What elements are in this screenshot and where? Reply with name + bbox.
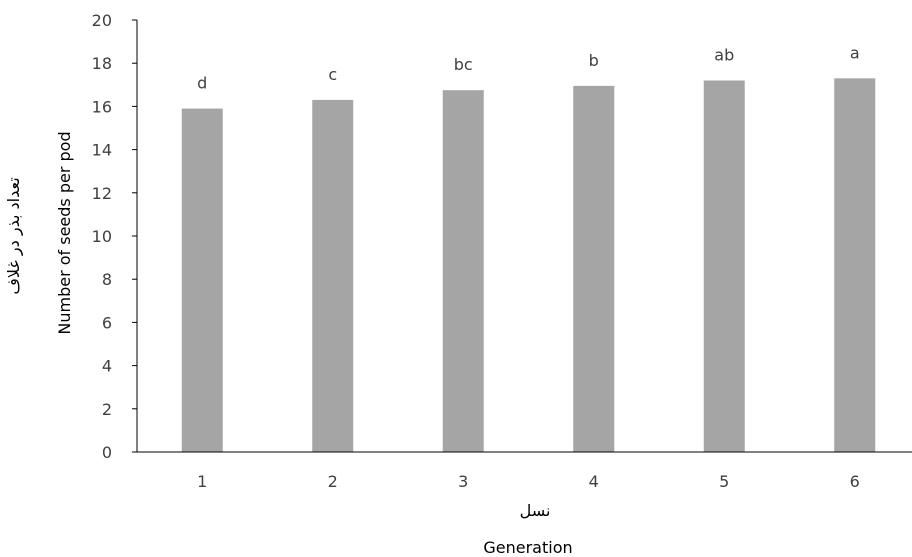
- y-tick-label: 18: [92, 54, 112, 73]
- x-axis-ticks: 1 2 3 4 5 6: [197, 472, 860, 491]
- x-tick-label: 3: [458, 472, 468, 491]
- y-tick-label: 0: [102, 443, 112, 462]
- data-labels-group: d c bc b ab a: [197, 43, 859, 92]
- x-axis-title-persian: نسل: [520, 501, 551, 520]
- bar: [834, 78, 876, 452]
- y-axis-ticks: 0 2 4 6 8 10 12 14 16 18 20: [92, 11, 137, 462]
- bar-data-label: ab: [714, 45, 734, 64]
- bar: [181, 108, 223, 452]
- bar-data-label: a: [850, 43, 860, 62]
- x-tick-label: 5: [719, 472, 729, 491]
- bar-data-label: bc: [454, 55, 473, 74]
- y-tick-label: 4: [102, 357, 112, 376]
- bar: [312, 99, 354, 453]
- x-tick-label: 6: [850, 472, 860, 491]
- bars-group: [181, 78, 876, 453]
- x-tick-label: 4: [589, 472, 599, 491]
- bar: [573, 85, 615, 452]
- x-tick-label: 1: [197, 472, 207, 491]
- bar-data-label: d: [197, 74, 207, 93]
- y-tick-label: 10: [92, 227, 112, 246]
- bar: [703, 80, 745, 452]
- y-tick-label: 6: [102, 313, 112, 332]
- y-tick-label: 14: [92, 141, 112, 160]
- bar-data-label: b: [589, 51, 599, 70]
- y-tick-label: 8: [102, 270, 112, 289]
- y-axis-title-english: Number of seeds per pod: [55, 131, 74, 334]
- bar: [442, 90, 484, 452]
- y-axis-title-persian: تعداد بذر در غلاف: [4, 177, 24, 294]
- y-tick-label: 16: [92, 97, 112, 116]
- y-tick-label: 2: [102, 400, 112, 419]
- y-tick-label: 20: [92, 11, 112, 30]
- y-tick-label: 12: [92, 184, 112, 203]
- x-axis-title-english: Generation: [483, 538, 572, 557]
- x-tick-label: 2: [328, 472, 338, 491]
- bar-data-label: c: [328, 65, 337, 84]
